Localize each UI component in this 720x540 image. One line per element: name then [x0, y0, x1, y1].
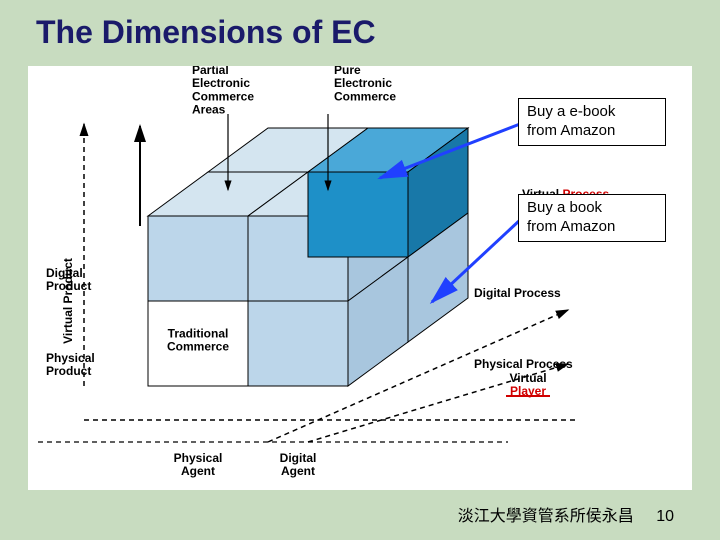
svg-text:DigitalAgent: DigitalAgent [280, 451, 317, 478]
svg-text:Physical Process: Physical Process [474, 357, 573, 371]
callout-book: Buy a bookfrom Amazon [518, 194, 666, 242]
footer-text: 淡江大學資管系所侯永昌 [458, 508, 634, 525]
callout-ebook: Buy a e-bookfrom Amazon [518, 98, 666, 146]
svg-text:DigitalProduct: DigitalProduct [46, 266, 91, 293]
footer: 淡江大學資管系所侯永昌 10 [458, 502, 674, 526]
svg-text:PartialElectronicCommerceAreas: PartialElectronicCommerceAreas [192, 66, 254, 117]
svg-text:TraditionalCommerce: TraditionalCommerce [167, 327, 229, 354]
svg-text:PhysicalAgent: PhysicalAgent [174, 451, 223, 478]
page-title: The Dimensions of EC [36, 14, 376, 51]
diagram-panel: PartialElectronicCommerceAreas PureElectr… [28, 66, 692, 490]
svg-text:PhysicalProduct: PhysicalProduct [46, 351, 95, 378]
svg-text:Digital Process: Digital Process [474, 286, 561, 300]
svg-text:PureElectronicCommerce: PureElectronicCommerce [334, 66, 396, 103]
svg-text:VirtualPlayer: VirtualPlayer [509, 371, 546, 398]
page-number: 10 [656, 508, 674, 525]
